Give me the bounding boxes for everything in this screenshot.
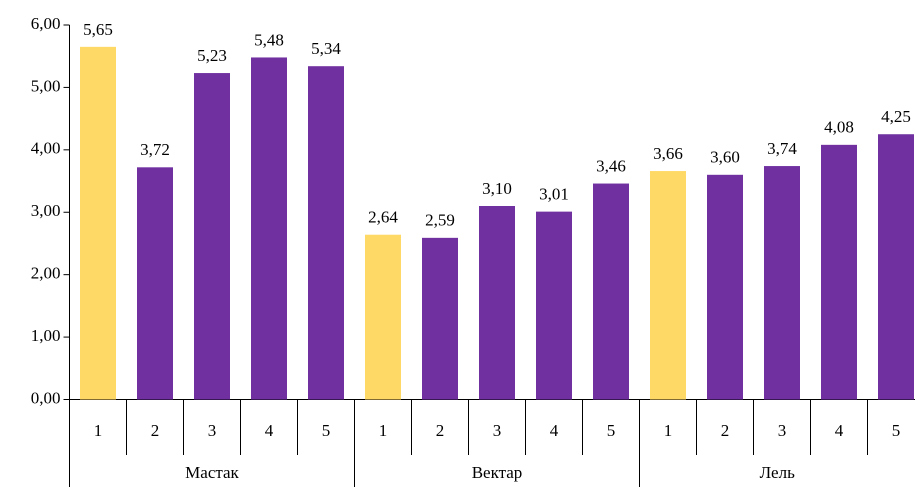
bar [308,66,344,400]
x-tick-label: 1 [664,421,673,440]
bar [821,144,857,400]
value-label: 3,01 [539,185,569,204]
x-tick-label: 1 [94,421,103,440]
y-tick-label: 1,00 [31,326,61,345]
value-label: 3,60 [710,148,740,167]
x-tick-label: 5 [607,421,616,440]
x-tick-label: 4 [550,421,559,440]
value-label: 4,25 [881,107,911,126]
bar [878,134,914,400]
x-tick-label: 5 [892,421,901,440]
value-label: 5,48 [254,30,284,49]
y-tick-label: 5,00 [31,76,61,95]
bar [764,166,800,400]
bar [137,167,173,400]
x-tick-label: 3 [778,421,787,440]
value-label: 3,74 [767,139,797,158]
value-label: 2,64 [368,208,398,227]
group-label: Мастак [185,463,239,482]
x-tick-label: 4 [835,421,844,440]
value-label: 4,08 [824,118,854,137]
value-label: 5,34 [311,39,341,58]
value-label: 3,46 [596,156,626,175]
y-tick-label: 3,00 [31,201,61,220]
group-label: Вектар [472,463,523,482]
value-label: 5,23 [197,46,227,65]
value-label: 3,10 [482,179,512,198]
bar [479,206,515,400]
x-tick-label: 5 [322,421,331,440]
value-label: 3,72 [140,140,170,159]
y-tick-label: 6,00 [31,14,61,33]
x-tick-label: 3 [493,421,502,440]
bar [707,174,743,400]
x-tick-label: 2 [436,421,445,440]
bar [251,57,287,400]
y-tick-label: 4,00 [31,139,61,158]
value-label: 5,65 [83,20,113,39]
bar [194,73,230,400]
group-label: Лель [760,463,795,482]
bar [80,46,116,400]
x-tick-label: 2 [721,421,730,440]
x-tick-label: 2 [151,421,160,440]
bar [593,183,629,400]
value-label: 2,59 [425,211,455,230]
bar [365,234,401,400]
x-tick-label: 1 [379,421,388,440]
y-tick-label: 0,00 [31,388,61,407]
x-tick-label: 4 [265,421,274,440]
y-tick-label: 2,00 [31,264,61,283]
bar [536,211,572,400]
bar [650,171,686,400]
value-label: 3,66 [653,144,683,163]
x-tick-label: 3 [208,421,217,440]
bar [422,237,458,400]
